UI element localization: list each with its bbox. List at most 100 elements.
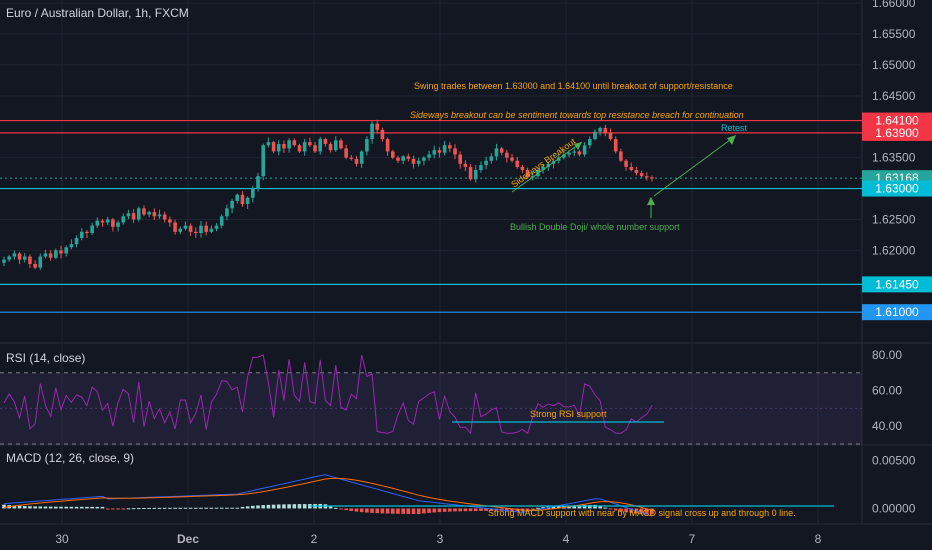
macd-hist-bar (453, 508, 457, 512)
level-badge-support_mid (862, 276, 932, 293)
macd-hist-bar (214, 507, 219, 509)
macd-hist-bar (225, 507, 229, 509)
candle-body (152, 212, 157, 217)
macd-hist-bar (427, 508, 431, 513)
candle-body (178, 228, 183, 232)
candle-body (64, 247, 69, 254)
candle-body (432, 150, 437, 155)
signal-line (3, 477, 653, 511)
candle-body (111, 219, 115, 227)
candle-body (271, 142, 276, 152)
candle-body (28, 256, 32, 264)
macd-hist-bar (603, 507, 608, 509)
macd-hist-bar (442, 508, 447, 512)
macd-hist-bar (572, 505, 577, 509)
candle-body (505, 152, 509, 158)
macd-hist-bar (406, 508, 411, 514)
macd-hist-bar (116, 508, 120, 510)
candle-body (624, 160, 628, 167)
candle-body (230, 200, 234, 209)
candle-body (473, 170, 478, 180)
grid (0, 0, 932, 525)
macd-hist-bar (556, 505, 561, 509)
macd-hist-bar (105, 508, 110, 510)
macd-hist-bar (458, 508, 462, 512)
candle-body (489, 156, 494, 161)
candle-body (613, 139, 618, 152)
macd-hist-bar (48, 506, 53, 509)
candle-body (344, 148, 348, 158)
candle-body (188, 225, 193, 232)
macd-hist-bar (261, 505, 265, 509)
candle-body (411, 158, 416, 164)
macd-hist-bar (22, 505, 27, 509)
macd-hist-bar (639, 508, 644, 514)
candle-body (422, 157, 426, 161)
rsi-line (3, 354, 653, 435)
macd-hist-bar (525, 508, 530, 510)
macd-hist-bar (593, 504, 597, 509)
candle-body (116, 222, 120, 227)
candle-body (608, 132, 613, 140)
main-title: Euro / Australian Dollar, 1h, FXCM (6, 6, 189, 20)
x-tick-label: Dec (177, 532, 199, 546)
candle-body (639, 173, 644, 177)
macd-hist-bar (582, 505, 587, 509)
macd-hist-bar (339, 508, 343, 510)
candle-body (157, 214, 162, 217)
macd-hist-bar (173, 507, 177, 509)
candle-body (204, 225, 208, 232)
candle-body (142, 208, 146, 215)
candle-body (541, 166, 545, 170)
macd-hist-bar (473, 508, 478, 512)
candle-body (577, 151, 582, 155)
rsi-tick-label: 80.00 (872, 348, 902, 362)
macd-tick-label: 0.00000 (872, 501, 916, 515)
macd-hist-bar (276, 504, 281, 509)
candle-body (645, 176, 649, 178)
doji-arrowhead (647, 197, 655, 205)
candle-body (209, 228, 214, 232)
macd-hist-bar (64, 506, 69, 509)
macd-hist-bar (349, 508, 354, 511)
macd-hist-bar (271, 504, 276, 509)
macd-hist-bar (209, 507, 214, 509)
candle-body (308, 142, 312, 146)
candle-body (442, 145, 447, 153)
macd-hist-bar (33, 506, 37, 509)
candle-body (401, 156, 405, 161)
candle-body (437, 150, 442, 153)
macd-pane (2, 474, 834, 517)
candle-body (380, 129, 385, 140)
annotations (511, 135, 736, 218)
y-tick-label: 1.63500 (872, 151, 916, 165)
candle-body (313, 145, 317, 152)
candle-body (323, 139, 328, 145)
price-levels: 1.641001.639001.631681.630001.614501.610… (0, 112, 932, 321)
candle-body (567, 152, 571, 155)
rsi-pane (0, 354, 862, 445)
candle-body (105, 219, 110, 223)
macd-hist-bar (79, 506, 84, 509)
macd-hist-bar (69, 506, 74, 509)
macd-hist-bar (510, 508, 514, 511)
candle-body (43, 253, 48, 257)
candle-body (328, 144, 333, 151)
x-tick-label: 30 (55, 532, 69, 546)
candle-body (318, 139, 323, 152)
candle-body (126, 213, 131, 217)
candle-body (2, 259, 6, 263)
macd-hist-bar (448, 508, 452, 512)
candle-body (292, 140, 297, 146)
macd-hist-bar (28, 506, 32, 509)
macd-hist-bar (38, 506, 43, 509)
candle-body (245, 197, 250, 204)
macd-hist-bar (619, 508, 623, 512)
candle-body (416, 160, 421, 164)
level-label-resistance_low: 1.63900 (875, 126, 919, 140)
macd-hist-bar (432, 508, 437, 513)
macd-hist-bar (365, 508, 369, 513)
candle-body (59, 250, 63, 254)
macd-hist-bar (437, 508, 442, 513)
